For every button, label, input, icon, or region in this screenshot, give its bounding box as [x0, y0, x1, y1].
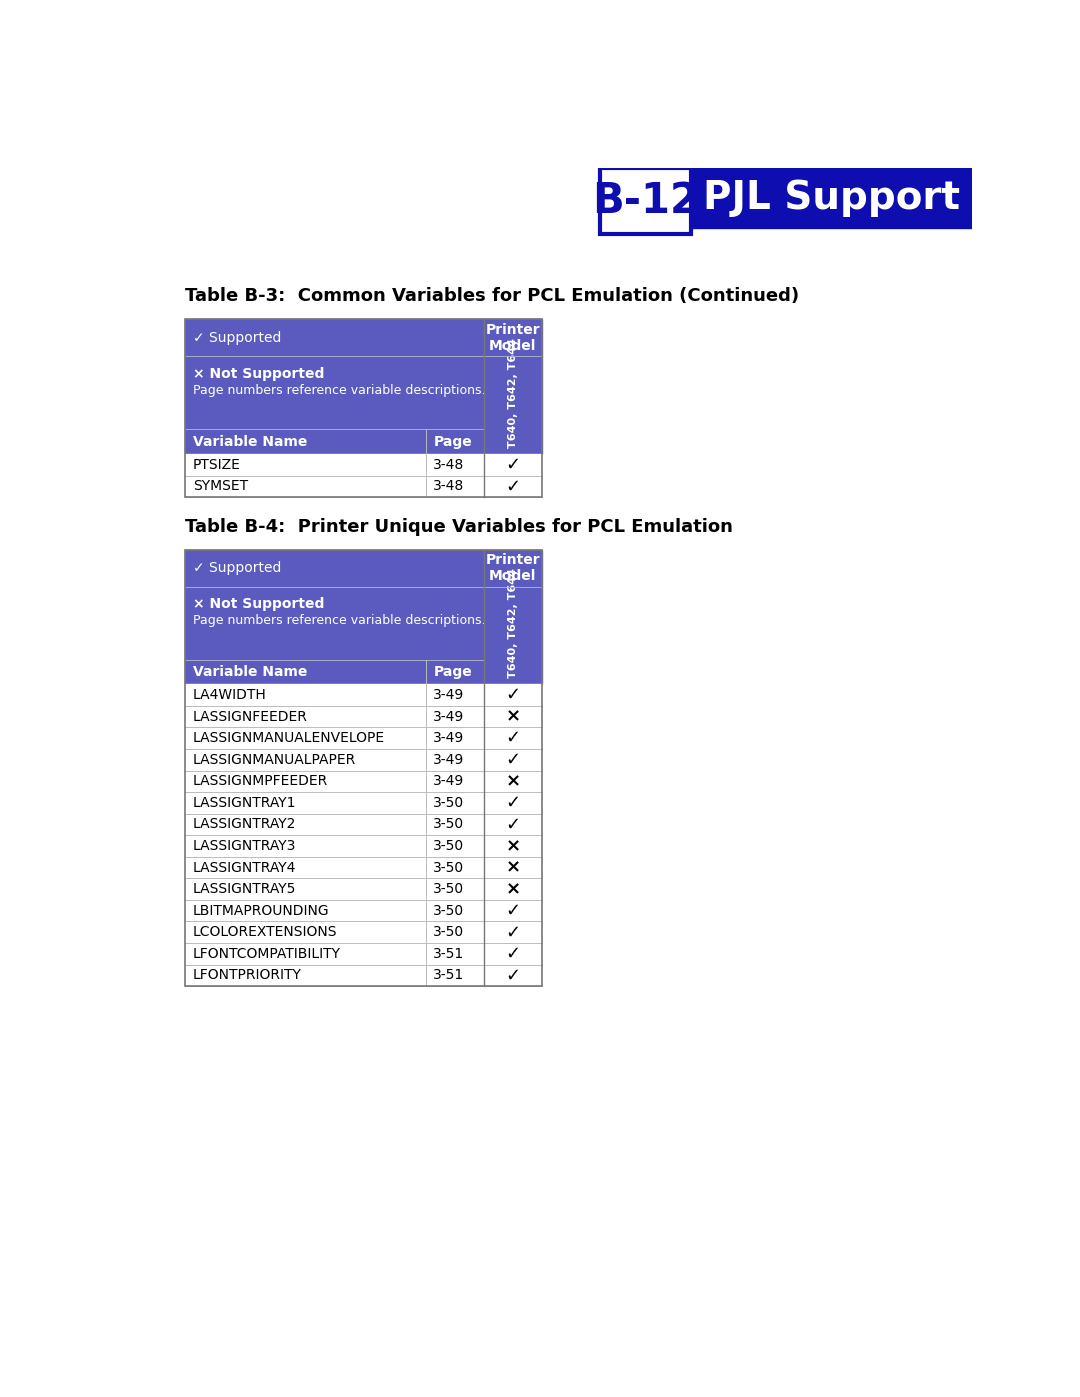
Bar: [186, 879, 542, 900]
Text: B-12: B-12: [592, 180, 699, 222]
Text: LASSIGNTRAY4: LASSIGNTRAY4: [193, 861, 297, 875]
Text: 3-49: 3-49: [433, 689, 464, 703]
Text: × Not Supported: × Not Supported: [193, 367, 324, 381]
Bar: [186, 320, 542, 497]
Text: ✓: ✓: [505, 967, 521, 985]
Bar: [186, 964, 542, 986]
Bar: [186, 549, 542, 587]
Bar: [186, 943, 542, 964]
Text: ×: ×: [505, 708, 521, 725]
Text: 3-48: 3-48: [433, 458, 464, 472]
Text: ✓ Supported: ✓ Supported: [193, 562, 282, 576]
Text: Variable Name: Variable Name: [193, 665, 308, 679]
Bar: [600, 168, 691, 233]
Text: 3-48: 3-48: [433, 479, 464, 493]
Bar: [186, 587, 542, 659]
Text: 3-50: 3-50: [433, 882, 464, 895]
Text: Page numbers reference variable descriptions.: Page numbers reference variable descript…: [193, 615, 486, 627]
Text: SYMSET: SYMSET: [193, 479, 248, 493]
Text: Page: Page: [433, 434, 472, 448]
Text: ×: ×: [505, 837, 521, 855]
Text: ✓: ✓: [505, 793, 521, 812]
Text: 3-49: 3-49: [433, 731, 464, 745]
Text: × Not Supported: × Not Supported: [193, 598, 324, 612]
Text: LA4WIDTH: LA4WIDTH: [193, 689, 267, 703]
Text: LFONTPRIORITY: LFONTPRIORITY: [193, 968, 302, 982]
Text: LFONTCOMPATIBILITY: LFONTCOMPATIBILITY: [193, 947, 341, 961]
Bar: [186, 549, 542, 986]
Text: LASSIGNTRAY2: LASSIGNTRAY2: [193, 817, 297, 831]
Text: Printer
Model: Printer Model: [486, 553, 540, 583]
Text: ✓ Supported: ✓ Supported: [193, 331, 282, 345]
Text: 3-50: 3-50: [433, 840, 464, 854]
Text: ×: ×: [505, 773, 521, 791]
Text: 3-49: 3-49: [433, 710, 464, 724]
Text: 3-50: 3-50: [433, 817, 464, 831]
Text: LASSIGNMPFEEDER: LASSIGNMPFEEDER: [193, 774, 328, 788]
Text: LASSIGNTRAY1: LASSIGNTRAY1: [193, 796, 297, 810]
Text: ×: ×: [505, 880, 521, 898]
Text: 3-50: 3-50: [433, 861, 464, 875]
Text: ✓: ✓: [505, 816, 521, 834]
Text: Page: Page: [433, 665, 472, 679]
Text: ×: ×: [505, 859, 521, 876]
Text: ✓: ✓: [505, 923, 521, 942]
Bar: [186, 813, 542, 835]
Text: Page numbers reference variable descriptions.: Page numbers reference variable descript…: [193, 384, 486, 397]
Text: 3-49: 3-49: [433, 753, 464, 767]
Text: ✓: ✓: [505, 686, 521, 704]
Bar: [186, 356, 542, 429]
Bar: [186, 454, 542, 475]
Text: ✓: ✓: [505, 455, 521, 474]
Text: T640, T642, T644: T640, T642, T644: [508, 569, 517, 678]
Bar: [186, 728, 542, 749]
Bar: [186, 900, 542, 922]
Text: 3-51: 3-51: [433, 947, 464, 961]
Text: 3-50: 3-50: [433, 796, 464, 810]
Text: LASSIGNMANUALPAPER: LASSIGNMANUALPAPER: [193, 753, 356, 767]
Text: LASSIGNTRAY3: LASSIGNTRAY3: [193, 840, 297, 854]
Bar: [186, 771, 542, 792]
Text: PJL Support: PJL Support: [703, 179, 960, 217]
Bar: [186, 792, 542, 813]
Bar: [186, 429, 542, 454]
Text: 3-50: 3-50: [433, 925, 464, 939]
Text: LASSIGNTRAY5: LASSIGNTRAY5: [193, 882, 297, 895]
Text: 3-50: 3-50: [433, 904, 464, 918]
Bar: [186, 749, 542, 771]
Text: Variable Name: Variable Name: [193, 434, 308, 448]
Text: ✓: ✓: [505, 901, 521, 919]
Bar: [186, 856, 542, 879]
Text: T640, T642, T644: T640, T642, T644: [508, 338, 517, 448]
Bar: [186, 705, 542, 728]
Text: 3-49: 3-49: [433, 774, 464, 788]
Text: PTSIZE: PTSIZE: [193, 458, 241, 472]
Bar: [186, 320, 542, 356]
Text: ✓: ✓: [505, 750, 521, 768]
Text: Table B-3:  Common Variables for PCL Emulation (Continued): Table B-3: Common Variables for PCL Emul…: [186, 288, 799, 306]
Text: ✓: ✓: [505, 729, 521, 747]
Text: ✓: ✓: [505, 478, 521, 496]
Text: ✓: ✓: [505, 944, 521, 963]
Text: LASSIGNMANUALENVELOPE: LASSIGNMANUALENVELOPE: [193, 731, 386, 745]
Bar: [186, 685, 542, 705]
Text: Table B-4:  Printer Unique Variables for PCL Emulation: Table B-4: Printer Unique Variables for …: [186, 518, 733, 535]
Bar: [186, 835, 542, 856]
Text: LCOLOREXTENSIONS: LCOLOREXTENSIONS: [193, 925, 338, 939]
Bar: [186, 475, 542, 497]
Text: LASSIGNFEEDER: LASSIGNFEEDER: [193, 710, 308, 724]
Text: Printer
Model: Printer Model: [486, 323, 540, 353]
Text: LBITMAPROUNDING: LBITMAPROUNDING: [193, 904, 329, 918]
Bar: [600, 168, 691, 233]
Text: 3-51: 3-51: [433, 968, 464, 982]
Bar: [186, 659, 542, 685]
Bar: [600, 168, 972, 228]
Bar: [186, 922, 542, 943]
